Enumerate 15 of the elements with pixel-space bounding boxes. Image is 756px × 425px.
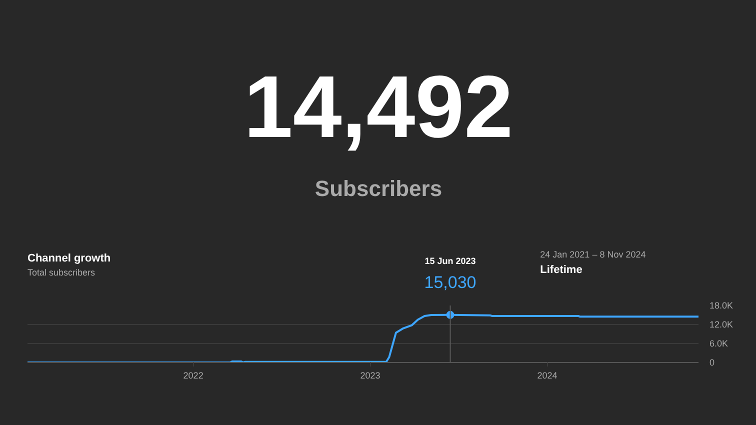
text: 14,492 <box>244 56 514 156</box>
text: 24 Jan 2021 – 8 Nov 2024 <box>540 250 646 260</box>
x-tick-label: 2022 <box>183 370 204 380</box>
x-tick-label: 2023 <box>360 370 380 380</box>
y-tick-label: 6.0K <box>710 338 728 348</box>
text: Subscribers <box>314 176 442 201</box>
text: 15 Jun 2023 <box>424 256 476 266</box>
y-tick-label: 18.0K <box>710 300 734 310</box>
text: Lifetime <box>540 264 582 276</box>
y-tick-label: 12.0K <box>710 320 734 330</box>
y-tick-label: 0 <box>710 358 715 368</box>
x-tick-label: 2024 <box>537 370 558 380</box>
annotation: 15,030 <box>424 273 476 292</box>
chart-subtitle: Total subscribers <box>28 268 96 278</box>
chart-title: Channel growth <box>28 252 111 265</box>
